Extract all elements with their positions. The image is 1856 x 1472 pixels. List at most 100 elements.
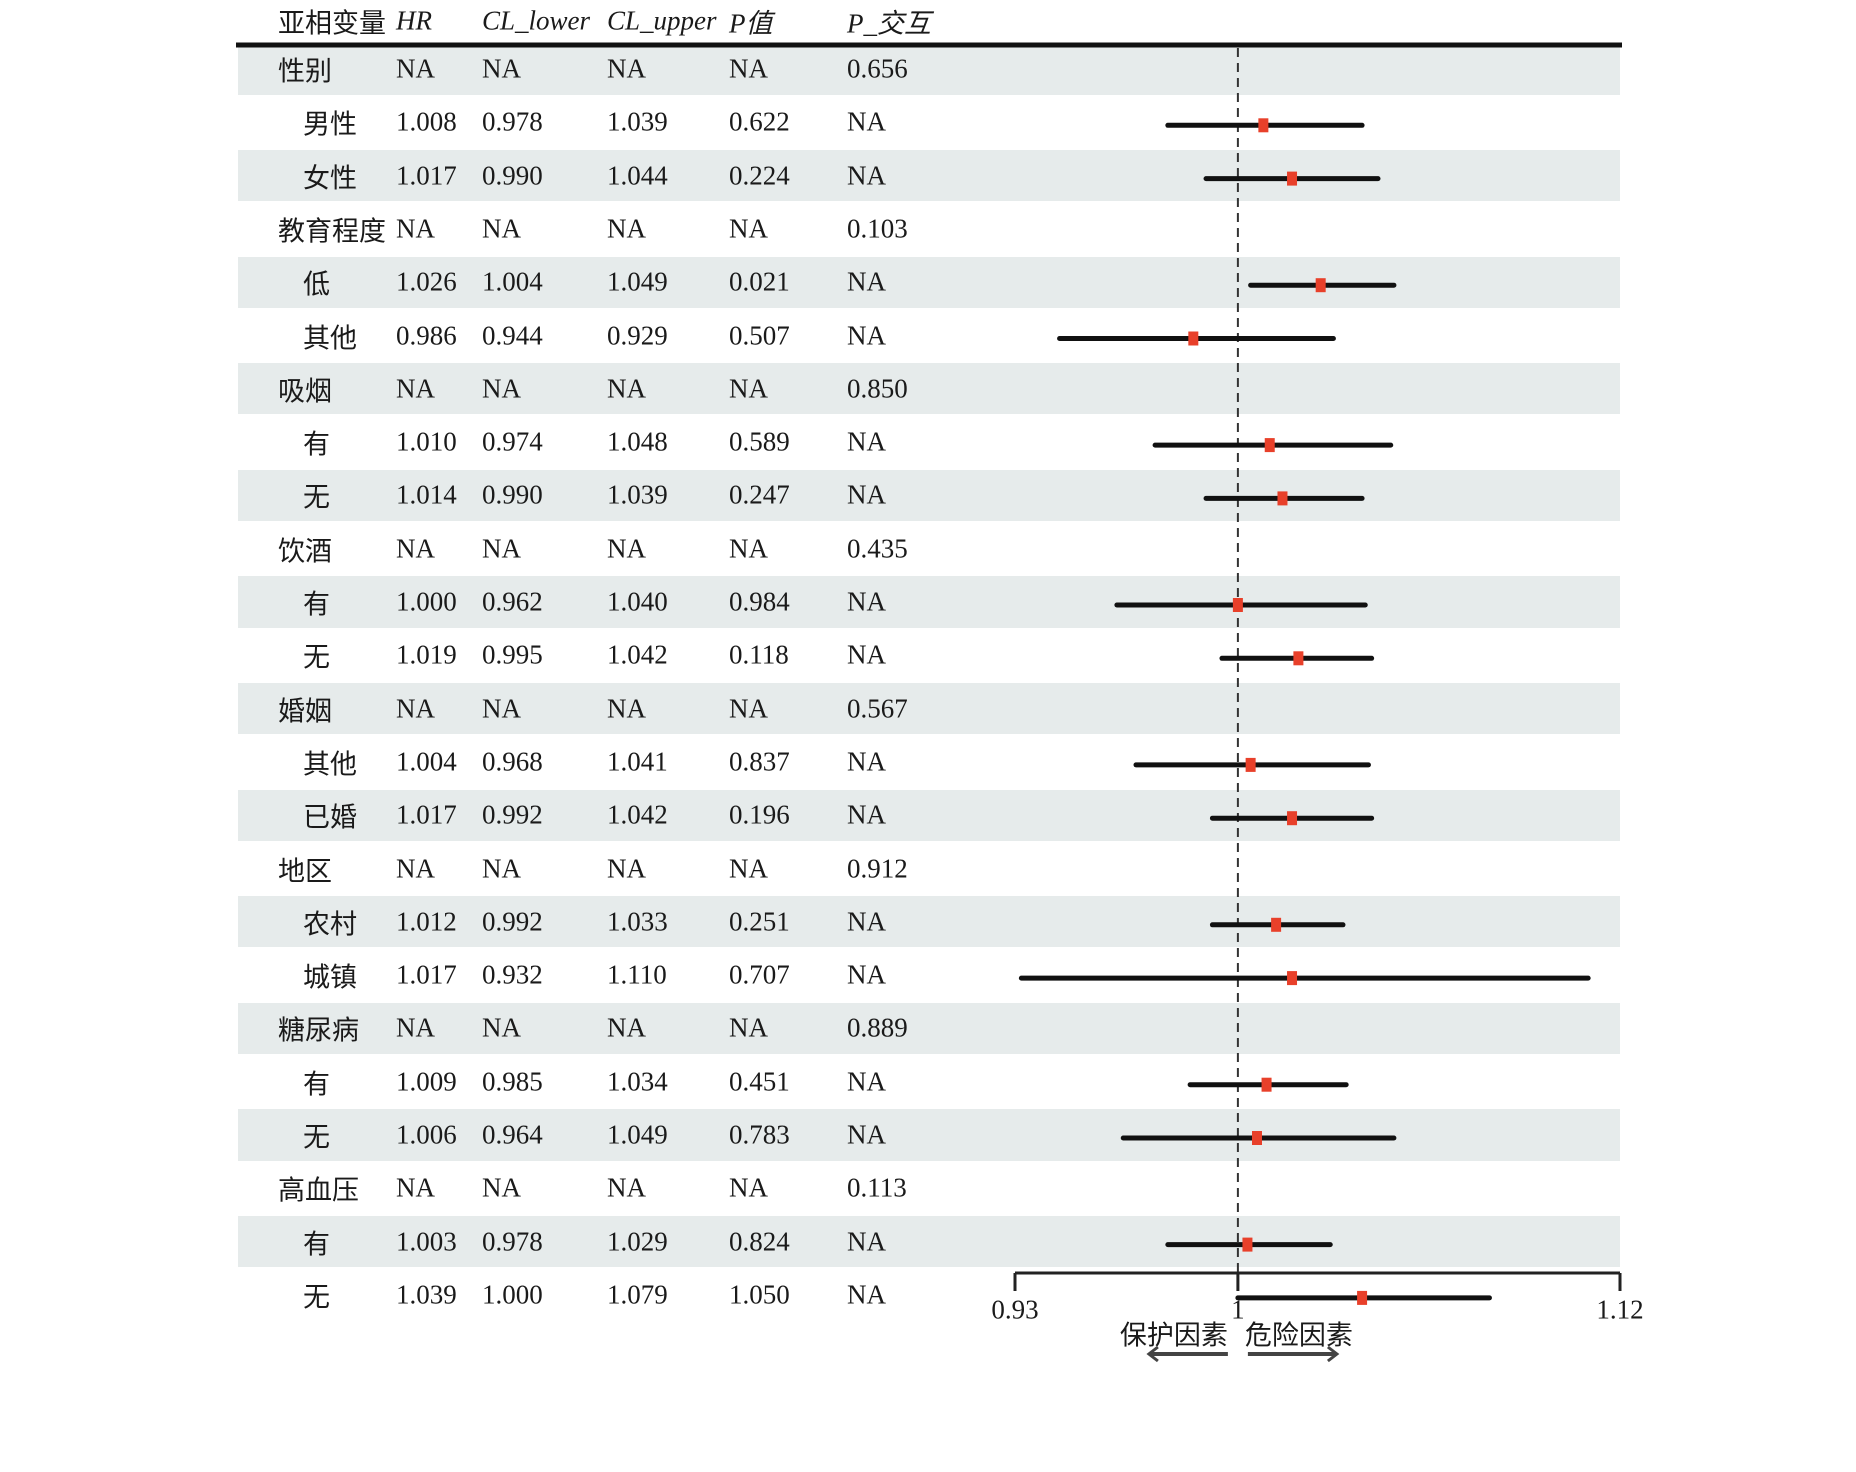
cell-hr: NA <box>396 373 435 404</box>
cell-lower: 1.004 <box>482 266 543 297</box>
cell-p: 0.251 <box>729 906 790 937</box>
cell-p_int: NA <box>847 479 886 510</box>
right-arrowhead-icon <box>1326 1345 1340 1363</box>
cell-upper: 1.041 <box>607 746 668 777</box>
cell-hr: 1.003 <box>396 1226 457 1257</box>
hr-point <box>1232 598 1243 612</box>
cell-upper: NA <box>607 1172 646 1203</box>
group-label: 教育程度 <box>278 216 386 247</box>
cell-hr: NA <box>396 853 435 883</box>
cell-hr: NA <box>396 1012 435 1043</box>
cell-p: 0.622 <box>729 106 790 137</box>
cell-hr: 1.017 <box>396 959 457 990</box>
hr-point <box>1277 491 1288 506</box>
hr-point <box>1315 278 1326 293</box>
cell-lower: NA <box>482 533 521 564</box>
cell-p: 0.021 <box>729 266 790 297</box>
cell-p: 0.507 <box>729 320 790 350</box>
cell-p: 0.707 <box>729 959 790 990</box>
subgroup-label: 农村 <box>303 909 357 940</box>
row-stripe <box>238 149 1620 202</box>
cell-p: NA <box>729 1172 768 1203</box>
subgroup-label: 有 <box>303 429 330 460</box>
cell-p: NA <box>729 1012 768 1043</box>
hr-point <box>1287 171 1298 186</box>
cell-hr: NA <box>396 693 435 724</box>
cell-p_int: NA <box>847 906 886 937</box>
cell-upper: 0.929 <box>607 320 668 350</box>
risk-factor-label: 危险因素 <box>1244 1320 1353 1351</box>
cell-hr: 1.039 <box>396 1279 457 1310</box>
subgroup-label: 无 <box>303 1122 330 1153</box>
cell-p_int: NA <box>847 799 886 830</box>
subgroup-label: 无 <box>303 642 330 673</box>
cell-upper: 1.039 <box>607 479 668 510</box>
cell-p: 0.589 <box>729 426 790 457</box>
column-header: P值 <box>729 8 773 39</box>
hr-point <box>1252 1131 1262 1145</box>
hr-point <box>1258 118 1269 133</box>
column-header: CL_upper <box>607 5 717 36</box>
row-stripe <box>238 256 1620 308</box>
cell-hr: 1.017 <box>396 160 457 191</box>
column-header: CL_lower <box>482 5 591 36</box>
cell-upper: NA <box>607 373 646 404</box>
cell-upper: 1.042 <box>607 639 668 670</box>
group-label: 性别 <box>278 56 332 87</box>
cell-lower: 0.978 <box>482 106 543 137</box>
subgroup-label: 城镇 <box>303 962 357 993</box>
cell-hr: 1.006 <box>396 1119 457 1150</box>
cell-hr: 1.026 <box>396 266 457 297</box>
cell-lower: NA <box>482 213 521 244</box>
cell-p: NA <box>729 213 768 244</box>
group-label: 婚姻 <box>278 696 332 727</box>
hr-point <box>1242 1237 1253 1252</box>
row-stripe <box>238 789 1620 841</box>
hr-point <box>1287 811 1298 826</box>
cell-p_int: NA <box>847 639 886 670</box>
cell-p: 0.118 <box>729 639 789 670</box>
hr-point <box>1357 1290 1368 1305</box>
cell-p: NA <box>729 533 768 564</box>
cell-p_int: 0.889 <box>847 1012 908 1043</box>
cell-p_int: NA <box>847 959 886 990</box>
cell-p_int: NA <box>847 1279 886 1310</box>
cell-upper: NA <box>607 1012 646 1043</box>
cell-lower: NA <box>482 373 521 404</box>
cell-hr: 1.004 <box>396 746 457 777</box>
row-stripe <box>238 1215 1620 1268</box>
row-stripe <box>238 896 1620 948</box>
subgroup-label: 无 <box>303 1282 330 1313</box>
hr-point <box>1264 438 1275 453</box>
cell-hr: 1.008 <box>396 106 457 137</box>
cell-p: NA <box>729 693 768 724</box>
cell-hr: 1.017 <box>396 799 457 830</box>
cell-p_int: NA <box>847 266 886 297</box>
group-label: 高血压 <box>278 1175 359 1206</box>
cell-hr: 1.010 <box>396 426 457 457</box>
x-tick-label: 1 <box>1231 1294 1245 1325</box>
x-tick-label: 0.93 <box>991 1294 1039 1325</box>
cell-lower: 0.992 <box>482 906 543 937</box>
row-stripe <box>238 576 1620 628</box>
cell-upper: 1.042 <box>607 799 668 830</box>
cell-upper: 1.033 <box>607 906 668 937</box>
cell-lower: 0.992 <box>482 799 543 830</box>
cell-lower: 0.964 <box>482 1119 543 1150</box>
subgroup-label: 女性 <box>303 163 357 194</box>
cell-lower: NA <box>482 853 521 883</box>
cell-p_int: 0.567 <box>847 693 908 724</box>
subgroup-label: 低 <box>303 269 330 300</box>
hr-point <box>1287 971 1298 986</box>
subgroup-label: 有 <box>303 1069 330 1100</box>
cell-p: 0.451 <box>729 1066 790 1097</box>
cell-lower: 0.932 <box>482 959 543 990</box>
subgroup-label: 已婚 <box>303 802 357 833</box>
cell-hr: NA <box>396 53 435 84</box>
cell-upper: NA <box>607 53 646 84</box>
row-stripe <box>238 1002 1620 1055</box>
hr-point <box>1261 1077 1272 1092</box>
cell-p: 0.824 <box>729 1226 790 1257</box>
row-stripe <box>238 469 1620 522</box>
